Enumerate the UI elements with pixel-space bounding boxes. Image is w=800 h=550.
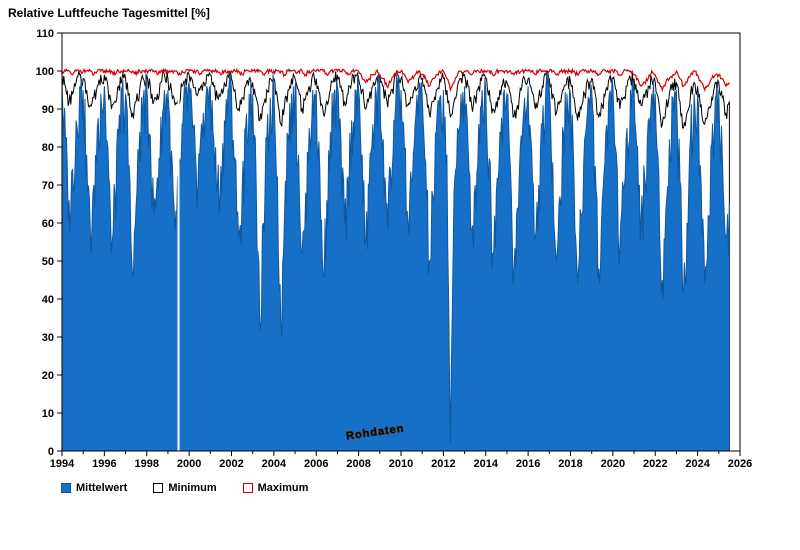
chart-canvas: 0 10 20 30 40 50 60 70 80 90 100 110 1994 1996 1998 20… [36,28,753,470]
y-axis: 0 10 20 30 40 50 60 70 80 90 100 110 [36,28,62,458]
legend-item-maximum: Maximum [242,482,309,494]
y-tick-label: 10 [42,408,54,420]
x-tick-label: 1998 [135,458,159,470]
legend-label-minimum: Minimum [168,482,217,494]
y-tick-label: 80 [42,142,54,154]
x-tick-label: 2002 [219,458,243,470]
y-tick-label: 40 [42,294,54,306]
y-tick-label: 100 [36,66,54,78]
legend: Mittelwert Minimum Maximum [61,482,308,494]
x-tick-label: 2020 [601,458,625,470]
legend-swatch-minimum [153,483,164,493]
series-layer [61,67,730,452]
x-axis: 1994 1996 1998 2000 2002 2004 2006 2008 2010 2012… [50,451,752,470]
x-tick-label: 2016 [516,458,540,470]
y-tick-label: 90 [42,104,54,116]
legend-label-maximum: Maximum [257,482,309,494]
legend-swatch-maximum [242,483,253,493]
x-tick-label: 2014 [474,458,499,470]
y-tick-label: 50 [42,256,54,268]
chart-title: Relative Luftfeuche Tagesmittel [%] [8,6,210,20]
x-tick-label: 2024 [685,458,710,470]
legend-swatch-mittelwert [61,483,71,493]
y-tick-label: 20 [42,370,54,382]
x-tick-label: 1996 [92,458,116,470]
y-tick-label: 60 [42,218,54,230]
maximum-line-series [61,67,730,93]
legend-item-minimum: Minimum [153,482,217,494]
legend-label-mittelwert: Mittelwert [76,482,128,494]
x-tick-label: 2010 [389,458,413,470]
x-tick-label: 2008 [346,458,370,470]
y-tick-label: 110 [36,28,54,40]
y-tick-label: 30 [42,332,54,344]
x-tick-label: 2026 [728,458,752,470]
y-tick-label: 0 [48,446,54,458]
x-tick-label: 2018 [558,458,582,470]
x-tick-label: 2006 [304,458,328,470]
legend-item-mittelwert: Mittelwert [61,482,127,494]
x-tick-label: 2004 [262,458,287,470]
x-tick-label: 2022 [643,458,667,470]
x-tick-label: 2012 [431,458,455,470]
y-tick-label: 70 [42,180,54,192]
x-tick-label: 1994 [50,458,75,470]
x-tick-label: 2000 [177,458,201,470]
mittelwert-area-series [61,71,730,452]
